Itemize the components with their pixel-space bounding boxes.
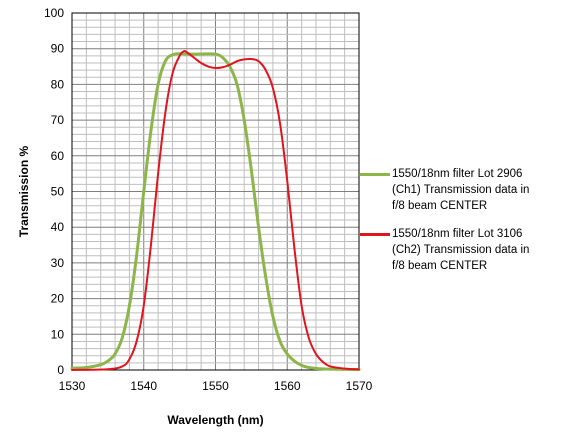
legend-label: 1550/18nm filter Lot 2906 (Ch1) Transmis… <box>392 166 572 214</box>
x-tick-labels: 1530 1540 1550 1560 1570 <box>59 379 373 393</box>
x-axis-title: Wavelength (nm) <box>167 413 263 427</box>
y-tick-label: 80 <box>51 77 65 91</box>
legend-label-line: f/8 beam CENTER <box>392 200 488 212</box>
y-tick-label: 40 <box>51 220 65 234</box>
legend-label: 1550/18nm filter Lot 3106 (Ch2) Transmis… <box>392 226 572 274</box>
x-tick-label: 1570 <box>346 379 373 393</box>
y-tick-label: 100 <box>44 6 64 20</box>
y-tick-label: 10 <box>51 327 65 341</box>
y-tick-label: 60 <box>51 149 65 163</box>
x-tick-label: 1560 <box>274 379 301 393</box>
y-tick-labels: 0 10 20 30 40 50 60 70 80 90 100 <box>44 6 64 377</box>
x-tick-label: 1540 <box>130 379 157 393</box>
y-axis-title: Transmission % <box>17 145 31 237</box>
y-tick-label: 90 <box>51 42 65 56</box>
legend-label-line: 1550/18nm filter Lot 2906 <box>392 168 523 180</box>
legend-label-line: (Ch2) Transmission data in <box>392 244 530 256</box>
legend-label-line: 1550/18nm filter Lot 3106 <box>392 228 523 240</box>
legend-swatch-green <box>360 173 390 176</box>
y-tick-label: 30 <box>51 256 65 270</box>
series-line-lot-3106 <box>71 49 360 371</box>
y-tick-label: 50 <box>51 185 65 199</box>
gridlines <box>71 12 360 371</box>
plot-area-border <box>71 12 360 371</box>
y-tick-label: 20 <box>51 292 65 306</box>
x-tick-label: 1530 <box>59 379 86 393</box>
y-tick-label: 70 <box>51 113 65 127</box>
legend-label-line: f/8 beam CENTER <box>392 260 488 272</box>
legend-label-line: (Ch1) Transmission data in <box>392 184 530 196</box>
y-tick-label: 0 <box>57 363 64 377</box>
legend-swatch-red <box>360 233 390 236</box>
series-line-lot-2906 <box>70 52 361 372</box>
x-tick-label: 1550 <box>202 379 229 393</box>
series-lines <box>70 49 361 372</box>
